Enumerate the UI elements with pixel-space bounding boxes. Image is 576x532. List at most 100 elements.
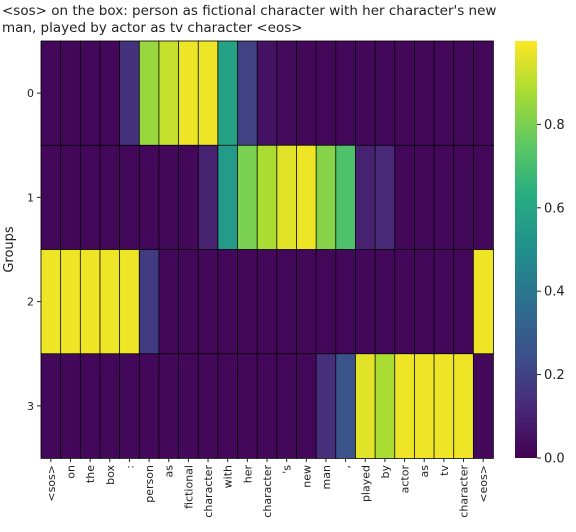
heatmap-cell: [139, 145, 159, 250]
heatmap-cell: [277, 145, 297, 250]
heatmap-cell: [238, 354, 258, 459]
heatmap-cell: [434, 250, 454, 355]
x-tick-label: the: [84, 465, 97, 483]
heatmap-cell: [336, 250, 356, 355]
x-tick-label: played: [359, 465, 372, 502]
x-tick-label: man: [320, 465, 333, 489]
x-tick-label: box: [104, 465, 117, 485]
heatmap-cell: [395, 145, 415, 250]
y-axis-label: Groups: [2, 226, 17, 273]
heatmap-cell: [61, 354, 81, 459]
heatmap-cell: [159, 354, 179, 459]
heatmap-cell: [120, 145, 140, 250]
heatmap-cell: [296, 250, 316, 355]
heatmap-cell: [316, 354, 336, 459]
heatmap-cell: [120, 41, 140, 146]
x-tick-label: by: [379, 465, 392, 479]
heatmap-cell: [277, 354, 297, 459]
heatmap-cell: [296, 41, 316, 146]
x-tick-label: new: [300, 465, 313, 488]
y-tick-label: 3: [27, 400, 34, 413]
heatmap-cell: [414, 354, 434, 459]
heatmap-cell: [473, 250, 493, 355]
heatmap-cell: [355, 250, 375, 355]
x-tick-label: <sos>: [45, 465, 58, 502]
x-tick-label: her: [241, 465, 254, 484]
heatmap-cell: [336, 354, 356, 459]
heatmap-cell: [277, 41, 297, 146]
heatmap-cell: [355, 145, 375, 250]
chart-title-line: <sos> on the box: person as fictional ch…: [2, 3, 496, 19]
x-tick-label: as: [418, 465, 431, 478]
x-tick-label: with: [222, 465, 235, 488]
heatmap-cell: [80, 250, 100, 355]
chart-title-line: man, played by actor as tv character <eo…: [2, 20, 303, 36]
heatmap-cell: [198, 41, 218, 146]
heatmap-cell: [395, 354, 415, 459]
heatmap-cell: [454, 250, 474, 355]
x-tick-label: :: [123, 465, 136, 469]
heatmap-cell: [100, 145, 120, 250]
heatmap-cells: [41, 41, 493, 458]
y-tick-label: 1: [27, 191, 34, 204]
x-tick-label: as: [163, 465, 176, 478]
heatmap-cell: [41, 41, 61, 146]
heatmap-cell: [395, 250, 415, 355]
heatmap-cell: [473, 41, 493, 146]
heatmap-cell: [454, 145, 474, 250]
heatmap-cell: [316, 41, 336, 146]
heatmap-cell: [179, 145, 199, 250]
heatmap-cell: [100, 354, 120, 459]
heatmap-cell: [61, 145, 81, 250]
y-tick-label: 0: [27, 87, 34, 100]
heatmap-cell: [61, 250, 81, 355]
heatmap-cell: [238, 41, 258, 146]
x-tick-label: ,: [340, 465, 353, 469]
heatmap-cell: [296, 145, 316, 250]
heatmap-cell: [434, 354, 454, 459]
heatmap-cell: [454, 354, 474, 459]
heatmap-cell: [395, 41, 415, 146]
x-tick-label: 's: [281, 465, 294, 474]
x-tick-label: tv: [438, 465, 451, 476]
heatmap-cell: [159, 145, 179, 250]
x-tick-label: person: [143, 465, 156, 503]
heatmap-cell: [41, 250, 61, 355]
heatmap-cell: [238, 145, 258, 250]
heatmap-cell: [198, 145, 218, 250]
heatmap-cell: [277, 250, 297, 355]
colorbar-tick-label: 0.2: [544, 368, 565, 383]
heatmap-cell: [61, 41, 81, 146]
heatmap-cell: [139, 41, 159, 146]
heatmap-cell: [375, 145, 395, 250]
heatmap-cell: [159, 250, 179, 355]
heatmap-cell: [179, 41, 199, 146]
y-axis-ticks: 0 1 2 3: [27, 87, 41, 413]
heatmap-cell: [80, 145, 100, 250]
colorbar-ticks: 0.0 0.2 0.4 0.6 0.8: [537, 118, 565, 467]
colorbar: [515, 41, 537, 458]
colorbar-tick-label: 0.6: [544, 201, 565, 216]
heatmap-cell: [198, 250, 218, 355]
heatmap-cell: [139, 250, 159, 355]
heatmap-cell: [41, 145, 61, 250]
heatmap-cell: [375, 354, 395, 459]
heatmap-cell: [100, 250, 120, 355]
heatmap-cell: [257, 145, 277, 250]
heatmap-cell: [238, 250, 258, 355]
heatmap-cell: [257, 41, 277, 146]
heatmap-cell: [159, 41, 179, 146]
heatmap-cell: [473, 145, 493, 250]
heatmap-cell: [414, 145, 434, 250]
x-tick-label: character: [261, 465, 274, 518]
chart-title: <sos> on the box: person as fictional ch…: [2, 3, 496, 36]
heatmap-cell: [198, 354, 218, 459]
heatmap-cell: [316, 250, 336, 355]
heatmap-cell: [218, 41, 238, 146]
heatmap-cell: [41, 354, 61, 459]
heatmap-cell: [316, 145, 336, 250]
x-tick-label: <eos>: [477, 465, 490, 503]
heatmap-cell: [179, 250, 199, 355]
heatmap-cell: [120, 354, 140, 459]
